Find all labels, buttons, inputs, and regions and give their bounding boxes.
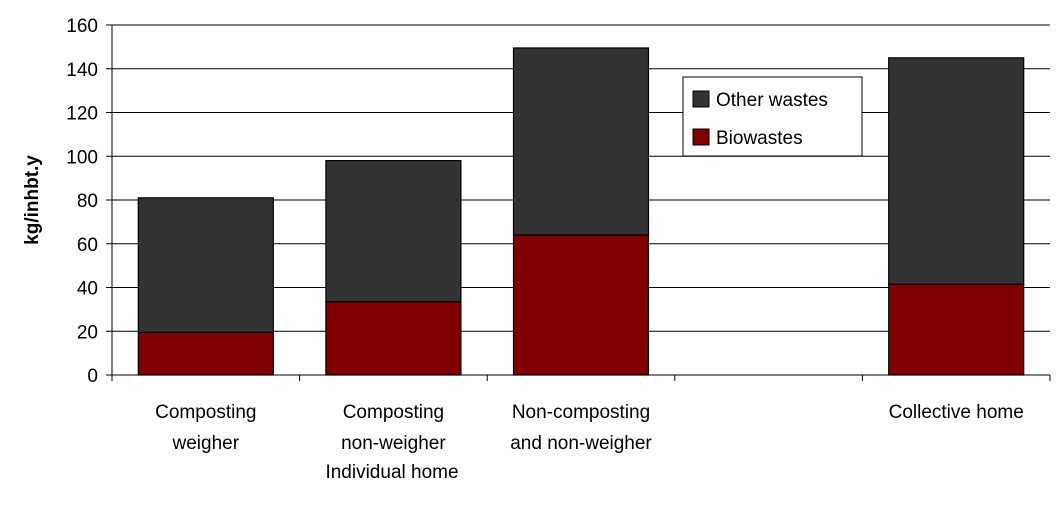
group-label-individual-home: Individual home xyxy=(325,462,458,483)
legend-swatch-other-wastes xyxy=(692,90,710,108)
legend-swatch-biowastes xyxy=(692,128,710,146)
x-category-labels: Composting weigher Composting non-weigher No… xyxy=(155,402,1024,454)
x-category-label-0-line-0: Composting xyxy=(155,402,256,423)
y-tick-label-140: 140 xyxy=(66,60,98,81)
bar-biowastes-2 xyxy=(512,234,650,376)
bar-other-wastes-2 xyxy=(512,47,650,236)
bar-other-wastes-1 xyxy=(325,160,462,303)
y-tick-labels: 0 20 40 60 80 100 120 140 160 xyxy=(66,16,98,387)
bar-other-wastes-0 xyxy=(137,197,274,333)
y-axis-label: kg/inhbt.y xyxy=(22,155,43,245)
x-category-label-2-line-0: Non-composting xyxy=(512,402,650,423)
x-category-label-4-line-0: Collective home xyxy=(889,402,1024,423)
legend-label-other-wastes: Other wastes xyxy=(716,90,828,111)
y-tick-label-20: 20 xyxy=(77,322,98,343)
x-category-label-0-line-1: weigher xyxy=(172,433,240,454)
axes xyxy=(111,25,1051,381)
y-tick-label-160: 160 xyxy=(66,16,98,37)
legend: Other wastes Biowastes xyxy=(682,76,863,157)
x-category-label-2-line-1: and non-weigher xyxy=(510,433,652,454)
y-tick-label-40: 40 xyxy=(77,279,98,300)
y-tick-label-100: 100 xyxy=(66,147,98,168)
y-tick-label-60: 60 xyxy=(77,235,98,256)
y-tick-label-0: 0 xyxy=(87,366,98,387)
bars xyxy=(137,47,1025,376)
bar-other-wastes-4 xyxy=(888,57,1025,285)
bar-biowastes-4 xyxy=(888,283,1025,376)
legend-box xyxy=(682,76,863,157)
bar-biowastes-1 xyxy=(325,301,462,376)
x-category-label-1-line-0: Composting xyxy=(343,402,444,423)
bar-biowastes-0 xyxy=(137,331,274,376)
legend-label-biowastes: Biowastes xyxy=(716,128,803,149)
x-category-label-1-line-1: non-weigher xyxy=(341,433,446,454)
y-tick-label-80: 80 xyxy=(77,191,98,212)
y-tick-label-120: 120 xyxy=(66,104,98,125)
